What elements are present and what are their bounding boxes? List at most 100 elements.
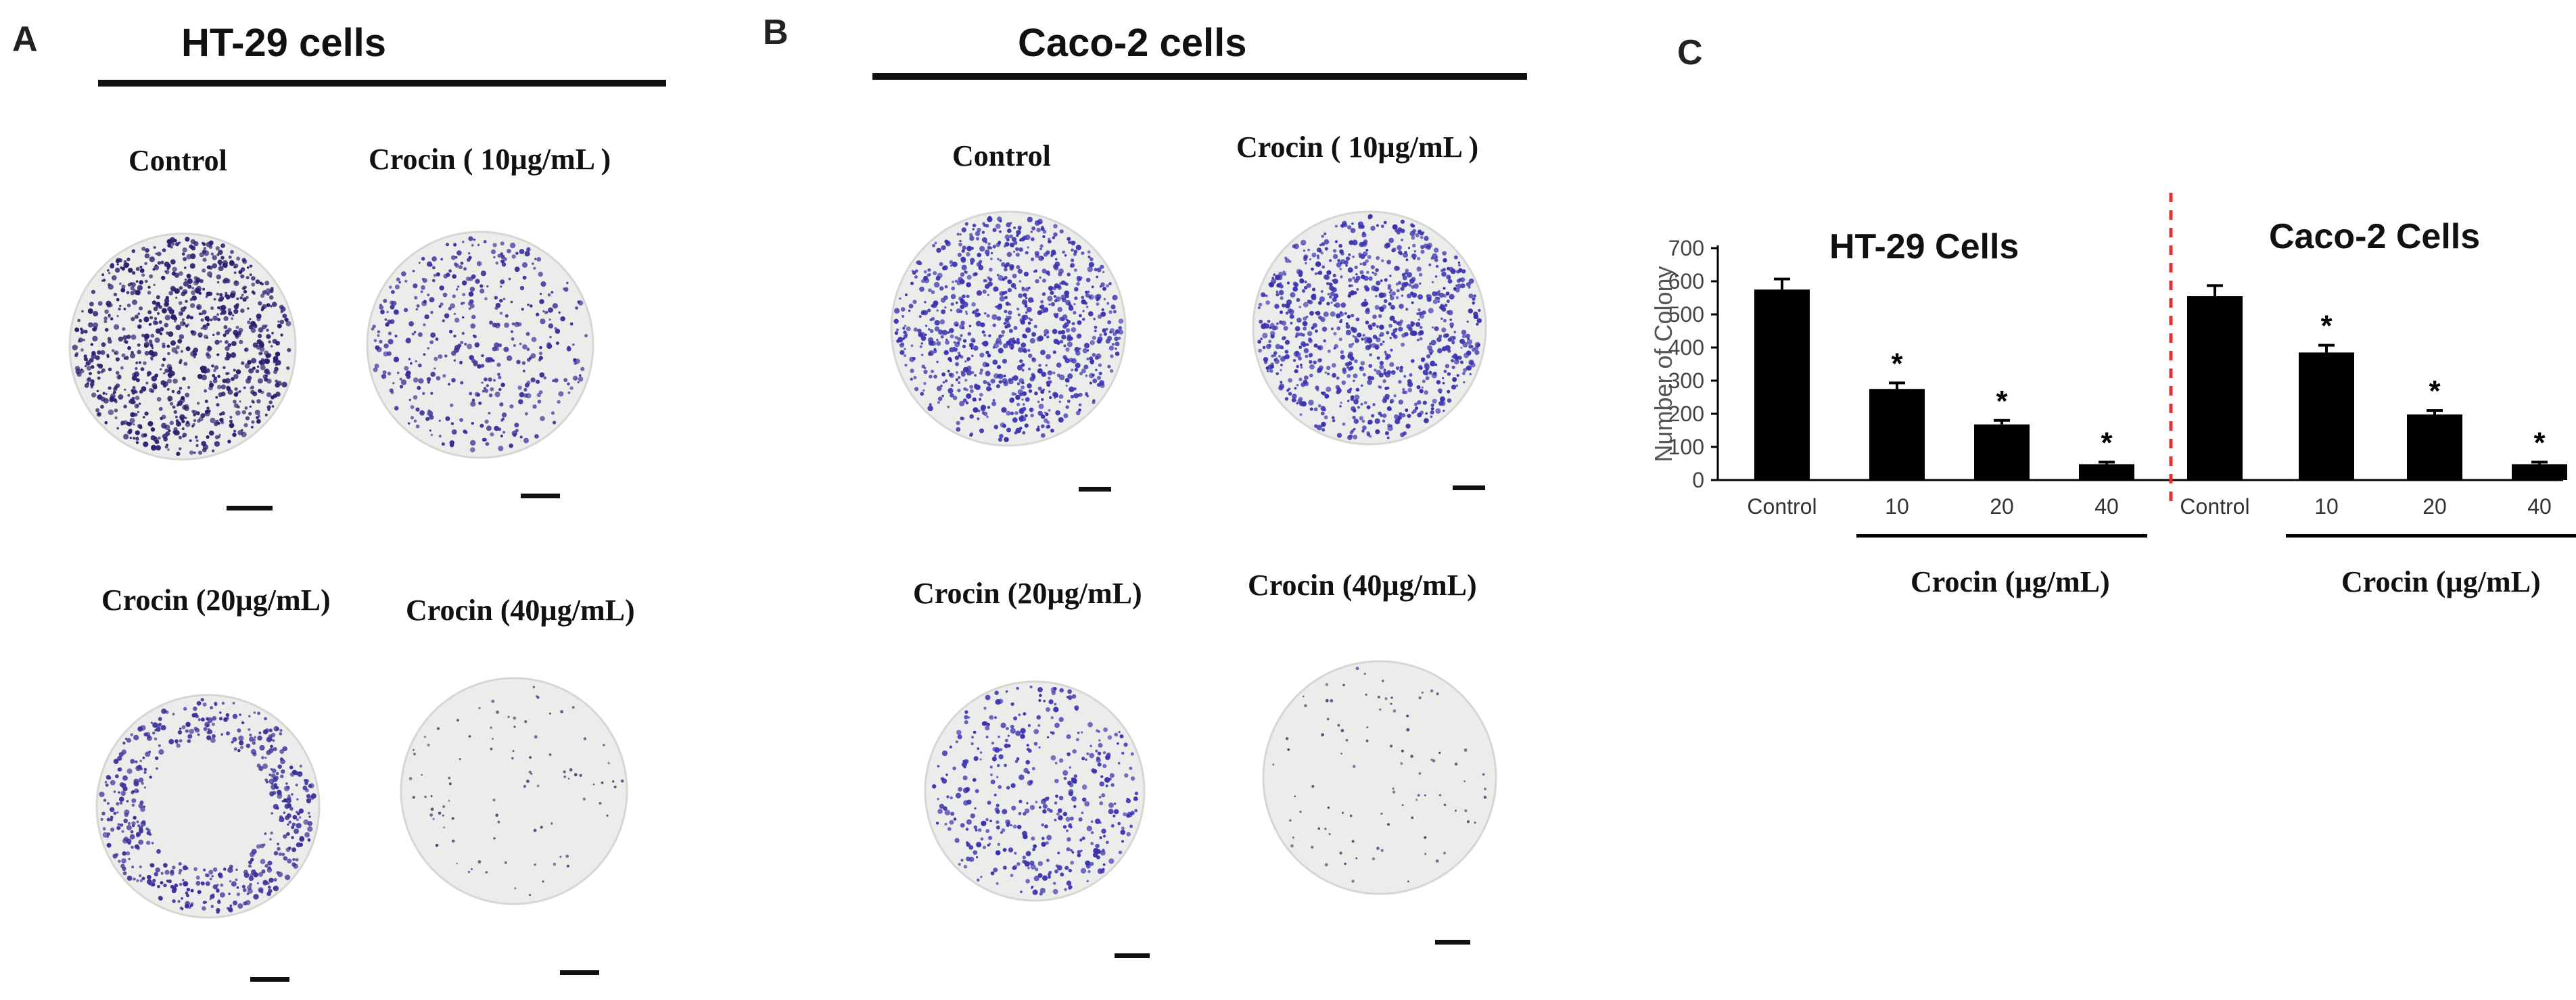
colony-dot [1080, 849, 1083, 852]
colony-dot [1427, 345, 1432, 351]
colony-dot [1057, 851, 1060, 855]
colony-dot [526, 348, 530, 352]
colony-dot [914, 387, 919, 391]
colony-dot [1271, 277, 1275, 279]
colony-dot [1381, 259, 1384, 262]
colony-dot [110, 262, 114, 267]
colony-dot [233, 392, 239, 397]
colony-dot [1042, 388, 1046, 391]
colony-dot [404, 308, 408, 312]
colony-dot [1130, 752, 1134, 756]
colony-dot [251, 276, 256, 281]
colony-dot [135, 430, 140, 435]
colony-dot [536, 257, 542, 262]
colony-dot [991, 741, 995, 745]
colony-dot [928, 288, 932, 293]
colony-dot [620, 779, 624, 783]
colony-dot [203, 868, 206, 872]
colony-dot [1396, 321, 1401, 325]
colony-dot [1328, 833, 1331, 836]
colony-dot [1134, 809, 1138, 813]
colony-dot [1048, 239, 1052, 243]
colony-dot [1483, 795, 1487, 799]
colony-dot [893, 318, 899, 324]
colony-dot [1362, 373, 1366, 377]
colony-dot [1387, 423, 1391, 428]
colony-dot [1012, 824, 1017, 829]
colony-dot [960, 371, 964, 374]
colony-dot [970, 742, 974, 746]
colony-dot [220, 411, 225, 416]
colony-dot [918, 332, 923, 337]
colony-dot [963, 765, 966, 769]
colony-dot [929, 318, 933, 321]
colony-dot [1071, 851, 1075, 854]
colony-dot [168, 738, 174, 744]
colony-dot [563, 378, 568, 383]
colony-dot [1296, 364, 1299, 368]
colony-dot [1016, 364, 1023, 371]
colony-dot [1379, 364, 1384, 370]
colony-dot [1413, 250, 1416, 253]
colony-dot [983, 333, 987, 337]
colony-dot [1033, 876, 1039, 882]
colony-dot [927, 308, 931, 312]
colony-dot [271, 405, 275, 408]
colony-dot [1052, 371, 1056, 375]
colony-dot [1451, 384, 1457, 390]
colony-dot [1029, 337, 1035, 344]
colony-dot [1309, 360, 1313, 364]
colony-dot [1068, 241, 1071, 244]
colony-dot [206, 406, 210, 410]
colony-well-caco2-20 [924, 680, 1146, 902]
colony-dot [1367, 216, 1372, 220]
colony-dot [1437, 348, 1443, 354]
colony-dot [101, 811, 106, 815]
colony-dot [536, 379, 540, 384]
colony-dot [960, 320, 965, 325]
colony-dot [110, 827, 115, 832]
colony-dot [977, 842, 981, 848]
colony-dot [456, 288, 459, 291]
colony-dot [495, 302, 501, 308]
colony-dot [279, 304, 284, 310]
colony-dot [258, 352, 262, 356]
colony-dot [291, 822, 296, 827]
colony-dot [471, 314, 476, 320]
colony-dot [1419, 326, 1423, 329]
colony-dot [1438, 334, 1443, 339]
colony-dot [116, 427, 119, 430]
colony-dot [225, 346, 230, 351]
colony-dot [279, 757, 284, 761]
colony-dot [1388, 302, 1392, 306]
colony-dot [116, 259, 120, 264]
colony-dot [90, 343, 93, 346]
colony-dot [584, 334, 588, 337]
colony-dot [1358, 252, 1362, 256]
colony-dot [1086, 357, 1090, 360]
colony-dot [473, 360, 478, 366]
colony-dot [206, 265, 211, 270]
colony-dot [1109, 331, 1113, 334]
colony-dot [145, 381, 149, 385]
colony-dot [966, 841, 969, 844]
colony-dot [268, 340, 271, 343]
colony-dot [220, 421, 225, 425]
colony-dot [992, 245, 996, 249]
colony-dot [201, 441, 207, 446]
colony-dot [129, 834, 135, 840]
colony-dot [904, 325, 907, 327]
colony-dot [459, 418, 463, 422]
colony-dot [406, 374, 411, 379]
colony-dot [133, 289, 136, 292]
colony-dot [1427, 242, 1432, 248]
colony-dot [1013, 716, 1018, 721]
colony-dot [246, 266, 250, 269]
colony-dot [970, 389, 974, 394]
colony-dot [1346, 389, 1352, 394]
colony-dot [1037, 687, 1043, 692]
colony-dot [1386, 332, 1389, 335]
colony-dot [134, 314, 139, 319]
colony-dot [267, 866, 272, 870]
colony-dot [1401, 239, 1403, 241]
